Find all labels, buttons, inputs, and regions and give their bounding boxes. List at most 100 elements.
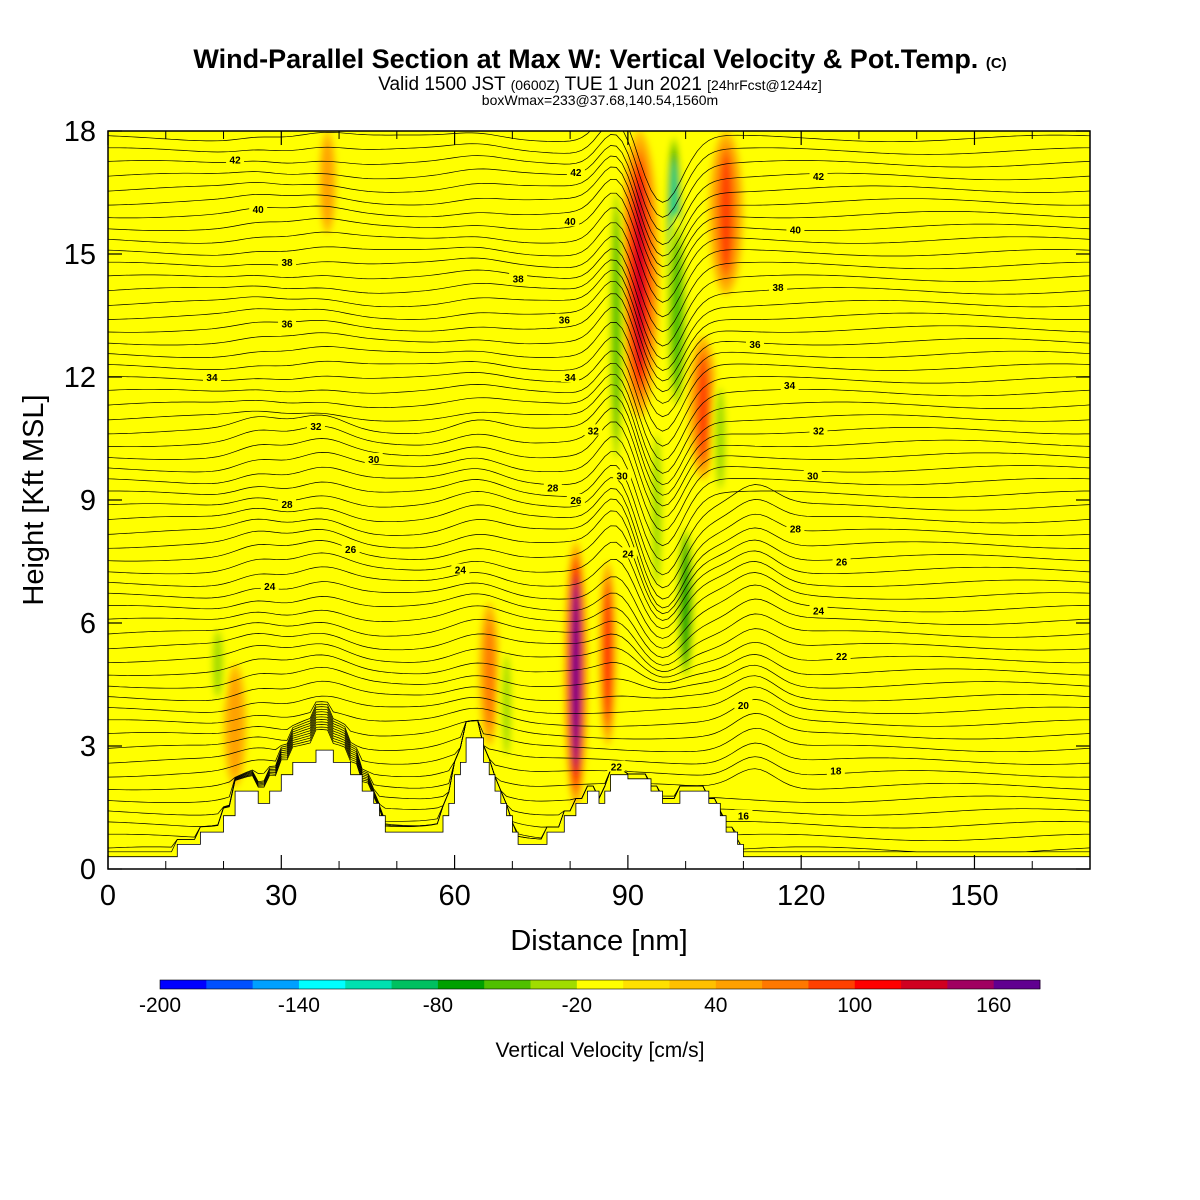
isentrope — [108, 708, 1090, 765]
contour-label: 38 — [509, 272, 528, 286]
contour-label-bg — [786, 522, 805, 534]
velocity-band — [484, 620, 494, 728]
contour-label-bg — [249, 202, 268, 214]
isentrope — [108, 178, 1090, 278]
isentrope — [108, 713, 1090, 791]
colorbar-swatch — [623, 980, 670, 989]
contour-label: 34 — [780, 379, 799, 392]
contour-label-bg — [832, 555, 851, 567]
colorbar-swatch — [669, 980, 717, 989]
contour-label-bg — [607, 760, 626, 772]
isentrope — [108, 131, 1090, 203]
colorbar-tick-label: -80 — [423, 994, 453, 1017]
contour-label: 32 — [306, 420, 325, 433]
contour-label-text: 24 — [455, 566, 467, 577]
isentrope — [108, 384, 1090, 486]
isentrope — [108, 584, 1090, 649]
isentrope — [108, 711, 1090, 778]
contour-label-text: 40 — [565, 217, 577, 228]
contour-label-text: 22 — [611, 763, 623, 774]
isentrope — [108, 362, 1090, 461]
isentrope — [108, 373, 1090, 474]
contour-label-text: 28 — [790, 525, 802, 536]
colorbar-frame — [159, 979, 1041, 990]
colorbar-swatch — [808, 980, 856, 989]
isentrope — [108, 307, 1090, 404]
velocity-band — [651, 434, 662, 586]
contour-label-text: 32 — [310, 422, 322, 433]
isentrope — [108, 664, 1090, 690]
velocity-cell — [223, 664, 247, 787]
contour-label-bg — [832, 649, 851, 661]
contour-label-text: 30 — [368, 455, 380, 466]
contour-label: 30 — [613, 469, 632, 482]
contour-label: 42 — [809, 170, 828, 183]
isentrope — [108, 654, 1090, 684]
subtitle-forecast: [24hrFcst@1244z] — [707, 77, 822, 93]
isentrope — [108, 155, 1090, 257]
x-tick-label: 30 — [265, 880, 297, 912]
isentrope — [108, 350, 1090, 447]
contour-label-text: 38 — [773, 283, 785, 294]
velocity-cell — [607, 172, 625, 480]
contour-label-bg — [555, 313, 574, 325]
contour-label-bg — [780, 379, 799, 391]
colorbar-tick-label: -20 — [562, 994, 592, 1017]
contour-label-text: 26 — [345, 545, 357, 556]
colorbar: -200 -140 -80 -20 40 100 160 — [139, 979, 1041, 1017]
colorbar-tick-label: 40 — [704, 994, 727, 1017]
contour-label-text: 24 — [813, 607, 825, 618]
colorbar-swatch — [762, 980, 809, 989]
velocity-band — [612, 211, 621, 440]
contour-label-text: 30 — [617, 471, 629, 482]
contour-label-text: 24 — [622, 549, 634, 560]
isentrope — [108, 280, 1090, 382]
contour-label: 28 — [786, 522, 805, 536]
contour-label: 36 — [278, 317, 297, 331]
contour-label-bg — [278, 498, 297, 510]
isentrope — [108, 134, 1090, 232]
colorbar-tick-label: -140 — [278, 994, 320, 1017]
contour-label-text: 42 — [230, 156, 242, 167]
chart-subtitle-max: boxWmax=233@37.68,140.54,1560m — [481, 92, 719, 108]
isentrope — [108, 703, 1090, 740]
contour-label-bg — [509, 272, 528, 284]
contour-label-bg — [202, 371, 221, 382]
contour-label-text: 36 — [559, 316, 571, 327]
contour-label: 30 — [803, 469, 822, 482]
colorbar-tick-label: -200 — [139, 994, 181, 1017]
contour-label-text: 36 — [282, 320, 294, 331]
velocity-band — [349, 131, 364, 234]
isentrope — [108, 628, 1090, 672]
contour-label-text: 38 — [282, 258, 294, 269]
velocity-cell — [478, 602, 500, 746]
isentrope — [108, 336, 1090, 432]
velocity-cell — [708, 131, 744, 295]
velocity-band — [715, 388, 726, 489]
contour-label: 24 — [809, 604, 828, 618]
contour-label-text: 20 — [738, 701, 750, 712]
x-tick-label: 60 — [438, 880, 470, 912]
subtitle-valid-time: Valid 1500 JST — [378, 74, 506, 95]
contour-label-text: 26 — [570, 496, 582, 507]
contour-label: 18 — [826, 764, 845, 778]
velocity-cell — [564, 541, 588, 808]
isentrope — [108, 686, 1090, 714]
velocity-cell — [349, 131, 364, 234]
colorbar-swatch — [391, 980, 439, 989]
y-tick-label: 15 — [64, 239, 96, 271]
isentrope — [108, 525, 1090, 615]
velocity-cell — [648, 418, 666, 603]
x-tick-label: 150 — [950, 880, 998, 912]
velocity-cell — [664, 213, 690, 418]
contour-label-bg — [566, 494, 585, 505]
contour-label: 38 — [278, 256, 297, 269]
contour-label-text: 34 — [206, 373, 218, 384]
colorbar-swatch — [993, 980, 1041, 989]
contour-label: 24 — [260, 580, 279, 593]
contour-label: 30 — [364, 453, 383, 466]
contour-label: 36 — [745, 338, 764, 351]
contour-label-bg — [745, 338, 764, 350]
contour-label: 32 — [584, 424, 603, 437]
